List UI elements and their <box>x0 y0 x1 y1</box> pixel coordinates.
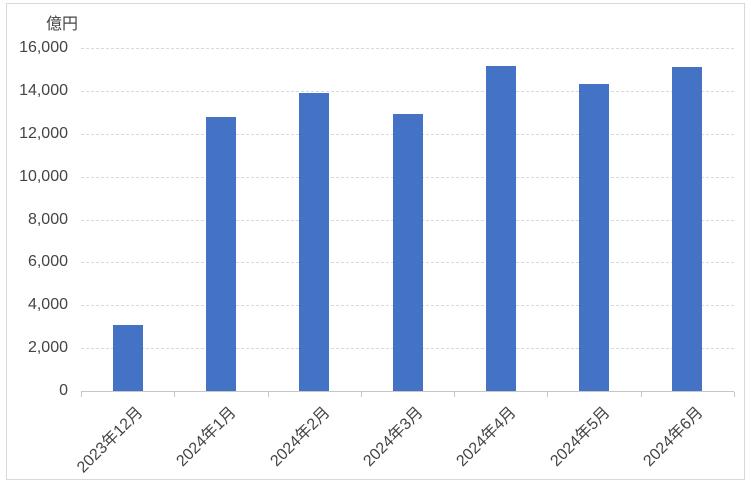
y-tick-label: 14,000 <box>19 81 68 99</box>
bar <box>579 84 610 391</box>
y-tick-label: 6,000 <box>27 253 68 271</box>
x-tick-label: 2024年3月 <box>360 404 427 471</box>
x-axis-tick-mark <box>360 392 362 397</box>
x-tick-label: 2024年1月 <box>173 404 240 471</box>
y-tick-label: 4,000 <box>27 296 68 314</box>
x-axis-tick-mark <box>734 392 735 397</box>
y-tick-label: 12,000 <box>19 124 68 142</box>
gridline <box>81 48 734 49</box>
gridline <box>81 90 734 92</box>
bar <box>205 116 236 391</box>
y-tick-label: 10,000 <box>19 167 68 185</box>
bar <box>392 114 423 391</box>
x-axis-tick-mark <box>547 392 549 397</box>
x-axis-tick-mark <box>81 392 82 397</box>
x-tick-label: 2023年12月 <box>74 404 147 477</box>
x-tick-label: 2024年5月 <box>546 404 614 471</box>
y-tick-label: 8,000 <box>27 210 68 228</box>
x-axis-line <box>81 391 734 392</box>
x-axis-tick-mark <box>454 392 456 397</box>
bar <box>672 67 703 391</box>
x-axis-tick-mark <box>267 392 269 397</box>
x-axis-tick-mark <box>174 392 176 397</box>
y-tick-label: 2,000 <box>27 339 68 357</box>
bar <box>299 93 330 391</box>
bar <box>485 66 516 391</box>
x-axis-tick-mark <box>640 392 642 397</box>
y-axis-title: 億円 <box>45 16 78 33</box>
x-tick-label: 2024年6月 <box>640 404 707 471</box>
y-tick-label: 0 <box>59 382 68 399</box>
y-tick-label: 16,000 <box>19 39 68 56</box>
chart-area-border <box>6 3 745 480</box>
bar <box>112 324 143 391</box>
x-tick-label: 2024年4月 <box>453 404 520 471</box>
x-tick-label: 2024年2月 <box>267 404 334 471</box>
